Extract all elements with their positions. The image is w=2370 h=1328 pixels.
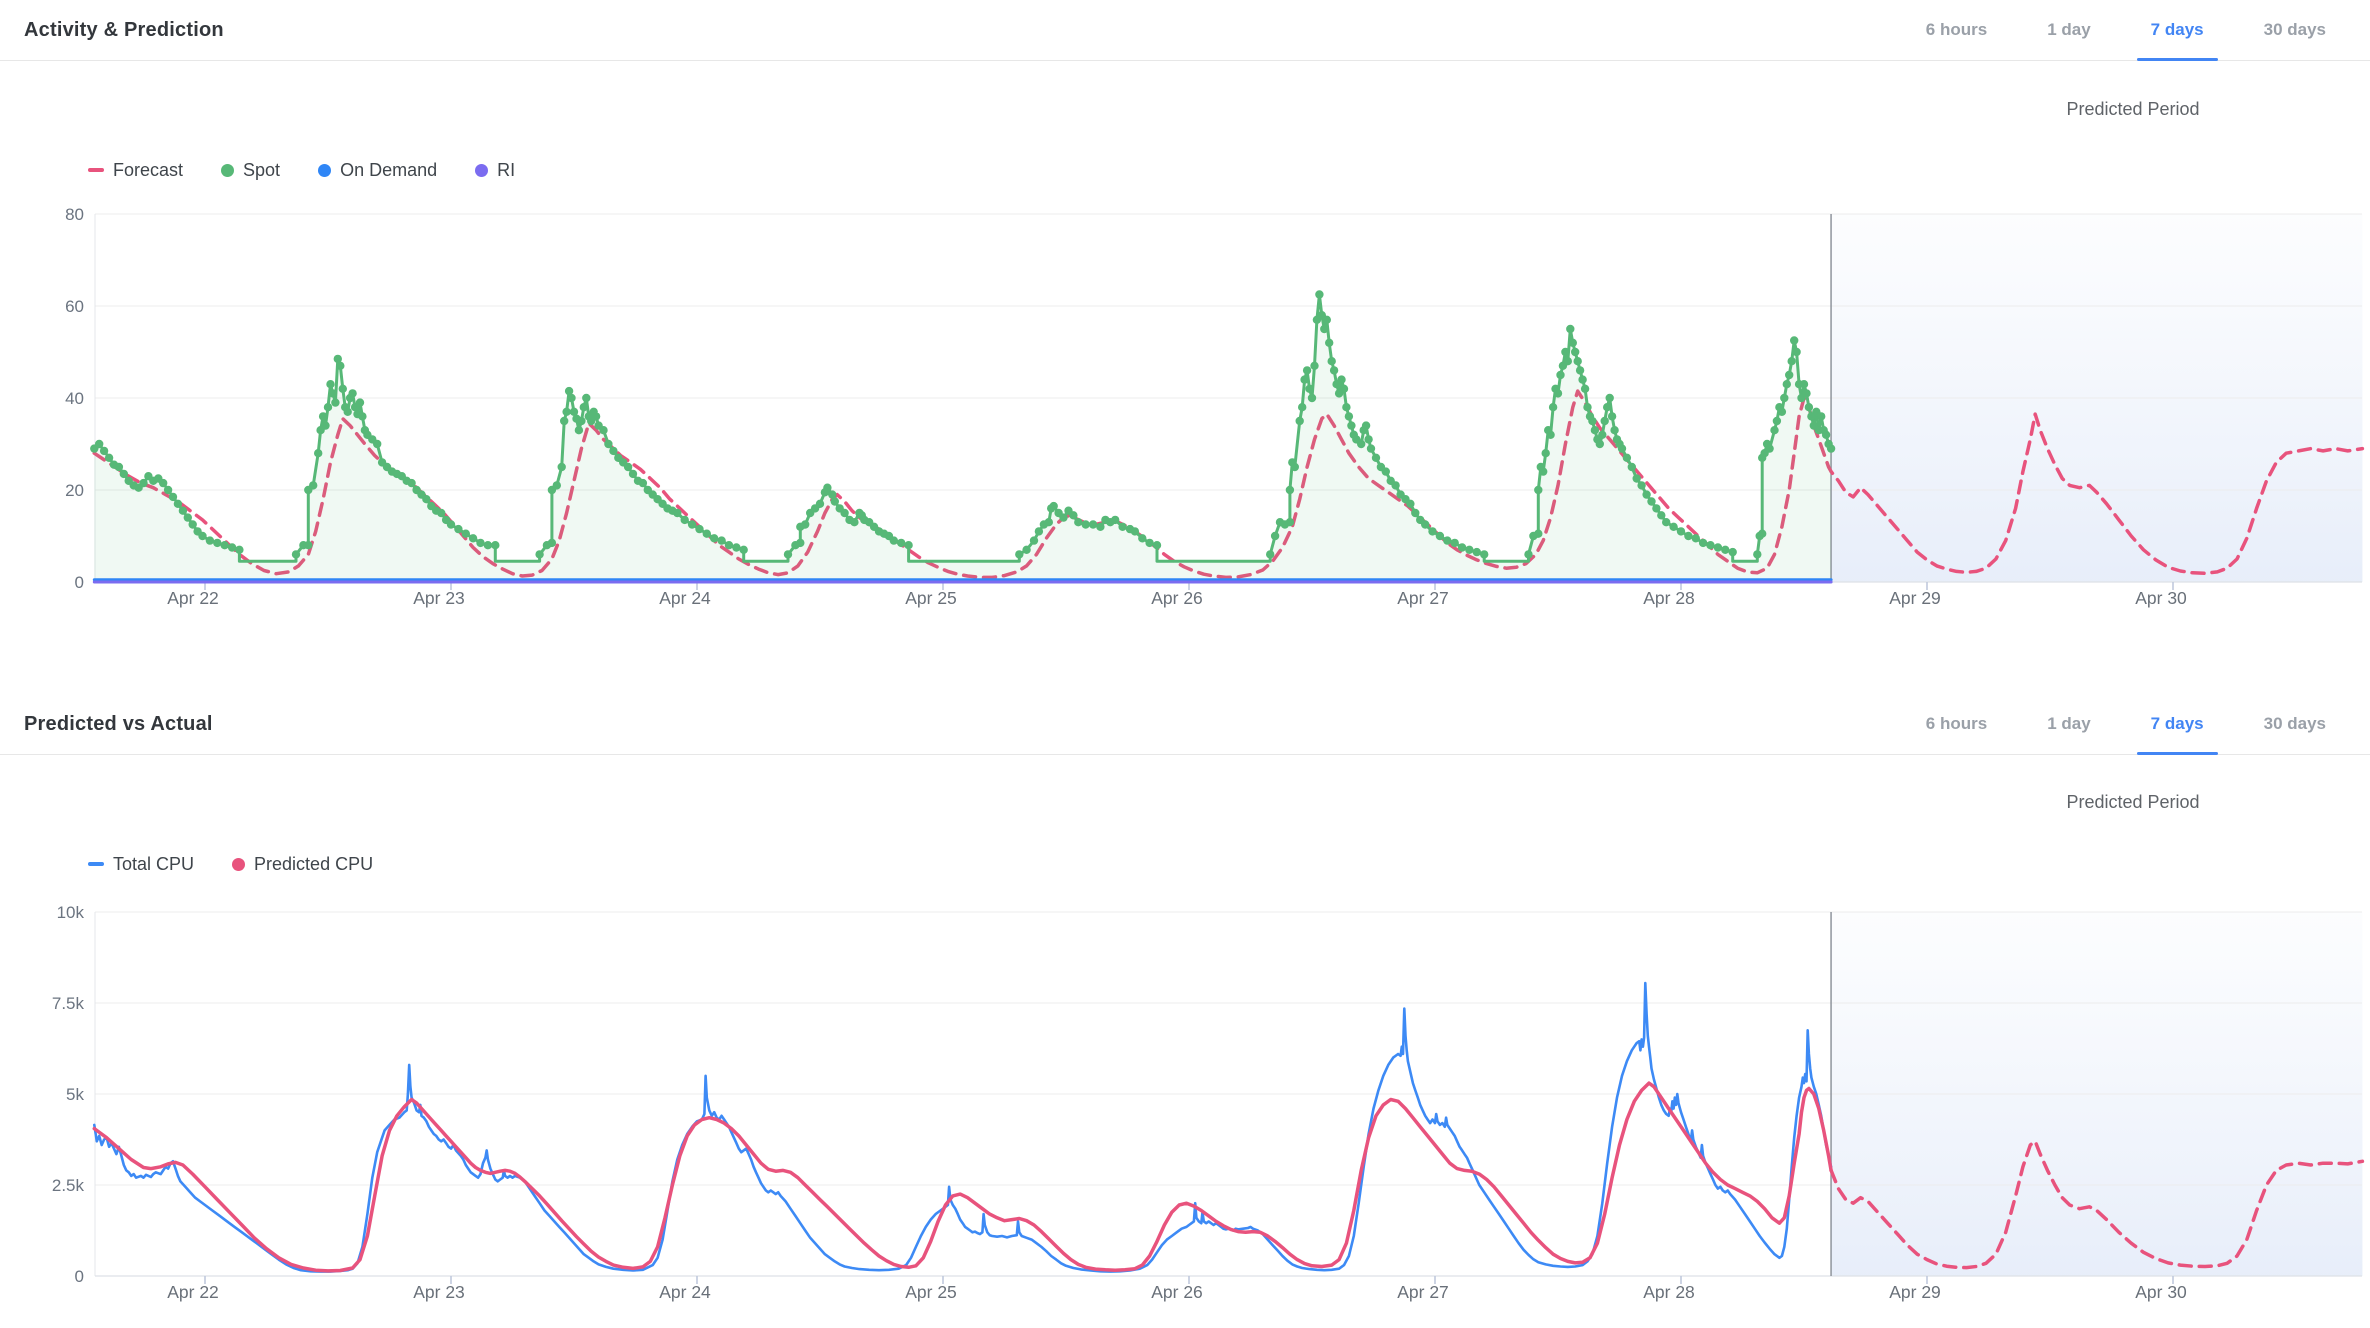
tab-label: 30 days <box>2263 714 2326 733</box>
tab-label: 7 days <box>2150 714 2204 733</box>
x-axis-label: Apr 29 <box>1889 1282 1941 1302</box>
x-axis-label: Apr 24 <box>659 1282 711 1302</box>
x-axis-label: Apr 24 <box>659 588 711 608</box>
tab-label: 1 day <box>2047 20 2091 39</box>
series-spot-area <box>94 294 1832 582</box>
x-axis-label: Apr 30 <box>2135 588 2187 608</box>
x-axis-label: Apr 25 <box>905 588 957 608</box>
chart-legend: Total CPU Predicted CPU <box>88 852 373 876</box>
page-title: Activity & Prediction <box>24 18 224 41</box>
predicted-period-label: Predicted Period <box>2066 792 2200 812</box>
series-predicted-cpu-line <box>92 1081 1833 1273</box>
x-axis-label: Apr 25 <box>905 1282 957 1302</box>
legend-dash-swatch-forecast <box>88 168 104 172</box>
legend-item-forecast[interactable]: Forecast <box>88 160 183 181</box>
activity-prediction-chart[interactable]: 0 20 40 60 80 Apr 22 Apr 23 Apr 24 Apr 25 Apr 26 A… <box>0 170 2370 630</box>
panel-header: Predicted vs Actual 6 hours 1 day 7 days 30… <box>0 694 2370 755</box>
y-axis-label: 0 <box>75 573 84 592</box>
legend-dot-swatch-spot <box>221 163 235 177</box>
legend-label: Forecast <box>113 159 184 180</box>
tab-label: 30 days <box>2263 20 2326 39</box>
x-axis-label: Apr 26 <box>1151 588 1203 608</box>
legend-dot-swatch-predicted-cpu <box>232 857 246 871</box>
y-axis-label: 80 <box>65 205 84 224</box>
tab-30-days[interactable]: 30 days <box>2234 0 2356 60</box>
legend-item-total-cpu[interactable]: Total CPU <box>88 854 194 875</box>
legend-label: On Demand <box>340 159 438 180</box>
legend-label: Spot <box>243 159 281 180</box>
y-axis-label: 0 <box>75 1267 84 1286</box>
tab-30-days[interactable]: 30 days <box>2234 694 2356 754</box>
tab-label: 6 hours <box>1925 714 1988 733</box>
x-axis-label: Apr 30 <box>2135 1282 2187 1302</box>
tab-6-hours[interactable]: 6 hours <box>1896 0 2017 60</box>
y-axis-label: 40 <box>65 389 84 408</box>
legend-label: Total CPU <box>113 853 195 874</box>
tab-1-day[interactable]: 1 day <box>2017 694 2120 754</box>
x-axis-label: Apr 28 <box>1643 1282 1695 1302</box>
tab-label: 1 day <box>2047 714 2091 733</box>
series-predicted-cpu-forecast-line <box>1829 1139 2365 1270</box>
tab-label: 6 hours <box>1925 20 1988 39</box>
series-total-cpu-line <box>93 981 1833 1273</box>
series-spot-dots <box>90 290 1836 559</box>
legend-dot-swatch-ri <box>475 163 489 177</box>
y-axis-label: 20 <box>65 481 84 500</box>
legend-label: Predicted CPU <box>254 853 374 874</box>
legend-dot-swatch-on-demand <box>318 163 332 177</box>
series-forecast-line <box>92 389 2365 580</box>
x-axis-label: Apr 27 <box>1397 1282 1449 1302</box>
y-axis-label: 7.5k <box>52 994 85 1013</box>
y-axis-label: 5k <box>66 1085 84 1104</box>
tab-1-day[interactable]: 1 day <box>2017 0 2120 60</box>
x-axis-label: Apr 28 <box>1643 588 1695 608</box>
tab-label: 7 days <box>2150 20 2204 39</box>
x-axis-label: Apr 26 <box>1151 1282 1203 1302</box>
time-range-tabs: 6 hours 1 day 7 days 30 days <box>1896 694 2370 755</box>
legend-item-on-demand[interactable]: On Demand <box>318 160 437 181</box>
x-axis-label: Apr 27 <box>1397 588 1449 608</box>
y-axis-label: 10k <box>57 903 85 922</box>
y-axis-label: 2.5k <box>52 1176 85 1195</box>
legend-dash-swatch-total-cpu <box>88 862 104 866</box>
x-axis-label: Apr 22 <box>167 588 219 608</box>
legend-item-spot[interactable]: Spot <box>221 160 280 181</box>
tab-7-days[interactable]: 7 days <box>2121 0 2234 61</box>
activity-prediction-panel: Activity & Prediction 6 hours 1 day 7 days… <box>0 0 2370 630</box>
legend-item-ri[interactable]: RI <box>475 160 515 181</box>
tab-6-hours[interactable]: 6 hours <box>1896 694 2017 754</box>
predicted-vs-actual-chart[interactable]: 0 2.5k 5k 7.5k 10k Apr 22 Apr 23 Apr 24 Apr 25 Ap… <box>0 870 2370 1328</box>
panel-header: Activity & Prediction 6 hours 1 day 7 days… <box>0 0 2370 61</box>
x-axis-label: Apr 23 <box>413 1282 465 1302</box>
chart-legend: Forecast Spot On Demand RI <box>88 158 515 182</box>
legend-label: RI <box>497 159 516 180</box>
tab-7-days[interactable]: 7 days <box>2121 694 2234 755</box>
y-axis-label: 60 <box>65 297 84 316</box>
predicted-period-label: Predicted Period <box>2066 99 2200 119</box>
x-axis-label: Apr 23 <box>413 588 465 608</box>
time-range-tabs: 6 hours 1 day 7 days 30 days <box>1896 0 2370 61</box>
x-axis-label: Apr 22 <box>167 1282 219 1302</box>
page-title: Predicted vs Actual <box>24 712 213 735</box>
predicted-vs-actual-panel: Predicted vs Actual 6 hours 1 day 7 days 30… <box>0 664 2370 1328</box>
x-axis-label: Apr 29 <box>1889 588 1941 608</box>
legend-item-predicted-cpu[interactable]: Predicted CPU <box>232 854 373 875</box>
